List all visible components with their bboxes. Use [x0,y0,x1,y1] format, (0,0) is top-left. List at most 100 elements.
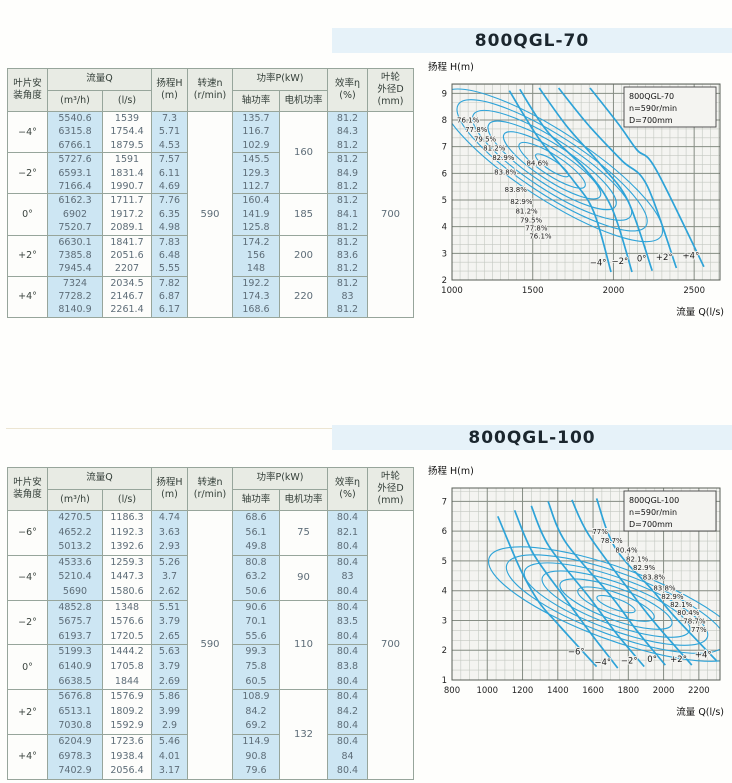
section2-spec-table-wrap: 叶片安 装角度 流量Q 扬程H (m) 转速n (r/min) 功率P(kW) 效率η (%) 叶轮… [7,467,414,780]
flow-ls-cell: 1841.7 2051.6 2207 [102,234,152,277]
efficiency-label: 83.8% [505,186,528,194]
y-tick-label: 9 [442,89,447,99]
cell-value: 1720.5 [110,630,144,642]
head-cell: 7.76 6.35 4.98 [151,193,188,236]
cell-value: 63.2 [245,571,267,583]
efficiency-cell: 80.4 82.1 80.4 [327,510,368,556]
angle-label: +4° [683,252,700,262]
cell-value: 3.99 [158,705,181,717]
cell-value: 7728.2 [58,291,92,303]
cell-value: 2.69 [158,675,181,687]
efficiency-label: 80.4% [677,609,700,617]
cell-value: 60.5 [245,675,267,687]
y-tick-label: 3 [442,249,447,259]
cell-value: 81.2 [336,222,359,234]
section1-title-band: 800QGL-70 [332,28,732,53]
flow-m3h-cell: 5727.6 6593.1 7166.4 [47,152,103,195]
cell-value: 1444.2 [110,646,144,658]
angle-label: 0° [637,254,647,264]
cell-value: 5.71 [158,126,181,138]
efficiency-label: 76.1% [529,233,552,241]
hq-curve-+2° [557,87,678,269]
cell-value: 5.55 [158,263,181,275]
info-box-line: n=590r/min [629,508,677,517]
angle-label: 0° [647,655,657,665]
cell-value: 4.98 [158,222,181,234]
cell-value: 7945.4 [58,263,92,275]
angle-label: −4° [590,258,607,268]
cell-value: 1591 [114,154,140,166]
cell-value: 6638.5 [58,675,92,687]
motor-power-cell: 132 [279,689,328,780]
y-tick-label: 7 [442,143,447,153]
cell-value: 6.17 [158,304,181,316]
efficiency-label: 82.9% [661,593,684,601]
cell-value: 6140.9 [58,660,92,672]
cell-value: 168.6 [242,304,270,316]
angle-group-row: +4° 6204.9 6978.3 7402.9 1723.6 1938.4 2056.4 5… [7,733,414,780]
cell-value: 1348 [114,601,140,613]
flow-m3h-cell: 6630.1 7385.8 7945.4 [47,234,103,277]
angle-labels: −6° −4° −2° 0° +2° +4° [567,647,713,669]
cell-value: 1879.5 [110,139,144,151]
hq-curve-+2° [571,499,693,666]
col-header-blade-angle: 叶片安 装角度 [7,68,48,112]
cell-value: 5675.7 [58,616,92,628]
cell-value: 7385.8 [58,249,92,261]
col-header-shaft-power: 轴功率 [232,488,280,511]
cell-value: 3.63 [158,526,181,538]
efficiency-label: 77% [592,528,608,536]
cell-value: 80.4 [336,735,359,747]
cell-value: 75.8 [245,660,267,672]
x-tick-label: 2000 [653,686,675,696]
shaft-power-cell: 114.9 90.8 79.6 [232,733,280,780]
flow-ls-cell: 1591 1831.4 1990.7 [102,152,152,195]
angle-group-row: −4° 5540.6 6315.8 6766.1 1539 1754.4 1879.5 7.3… [7,110,414,318]
x-axis-title: 流量 Q(l/s) [676,306,724,318]
cell-value: 70.1 [245,616,267,628]
flow-m3h-cell: 4852.8 5675.7 6193.7 [47,599,103,646]
efficiency-cell: 80.4 83.8 80.4 [327,644,368,691]
cell-value: 55.6 [245,630,267,642]
x-tick-label: 1000 [476,686,498,696]
col-header-motor-power: 电机功率 [279,89,328,112]
flow-ls-cell: 1711.7 1917.2 2089.1 [102,193,152,236]
efficiency-labels: 77%78.7%80.4%82.1%82.9%83.8%83.8%82.9%82… [591,527,708,635]
y-tick-label: 1 [442,676,447,686]
axis-ticks: 800 1000 1200 1400 1600 1800 2000 2200 1 2 3 4 5 6 7 [442,497,710,696]
shaft-power-cell: 90.6 70.1 55.6 [232,599,280,646]
x-tick-label: 1000 [441,286,463,296]
cell-value: 6513.1 [58,705,92,717]
cell-value: 108.9 [242,691,270,703]
col-header-power: 功率P(kW) [232,467,328,490]
cell-value: 80.4 [336,691,359,703]
cell-value: 2034.5 [110,277,144,289]
cell-value: 6.48 [158,249,181,261]
efficiency-label: 76.1% [457,117,480,125]
angle-group-row: +2° 5676.8 6513.1 7030.8 1576.9 1809.2 1592.9 5… [7,689,414,780]
efficiency-label: 81.2% [483,145,506,153]
flow-ls-cell: 1576.9 1809.2 1592.9 [102,689,152,735]
efficiency-cell: 81.2 83 81.2 [327,275,368,318]
hq-curve-−2° [519,88,633,273]
efficiency-cell: 81.2 84.3 81.2 [327,110,368,154]
cell-value: 81.2 [336,113,359,124]
shaft-power-cell: 99.3 75.8 60.5 [232,644,280,691]
motor-power-cell: 160 [279,110,328,195]
cell-value: 6.35 [158,208,181,220]
y-tick-label: 3 [442,616,447,626]
y-tick-label: 5 [442,196,447,206]
angle-label: −2° [612,257,629,267]
efficiency-label: 77.8% [465,126,488,134]
blade-angle-cell: +4° [7,275,48,318]
cell-value: 6204.9 [58,735,92,747]
efficiency-label: 83.8% [494,169,517,177]
cell-value: 83.6 [336,249,359,261]
hq-curve-0° [547,501,666,666]
cell-value: 7520.7 [58,222,92,234]
cell-value: 6766.1 [58,139,92,151]
cell-value: 90.8 [245,750,267,762]
cell-value: 2261.4 [110,304,144,316]
cell-value: 5.46 [158,735,181,747]
section1-spec-table-wrap: 叶片安 装角度 流量Q 扬程H (m) 转速n (r/min) 功率P(kW) 效率η (%) 叶轮… [7,68,414,318]
